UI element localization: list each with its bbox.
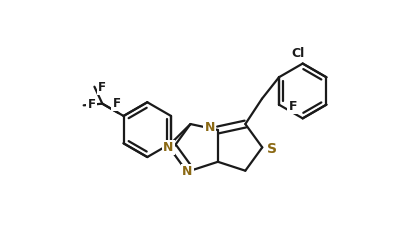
Text: N: N <box>163 141 174 154</box>
Text: N: N <box>205 122 215 134</box>
Text: Cl: Cl <box>291 47 304 60</box>
Text: F: F <box>289 100 297 113</box>
Text: F: F <box>113 96 121 110</box>
Text: N: N <box>182 165 193 178</box>
Text: S: S <box>267 142 277 156</box>
Text: F: F <box>88 98 96 111</box>
Text: F: F <box>98 81 106 94</box>
